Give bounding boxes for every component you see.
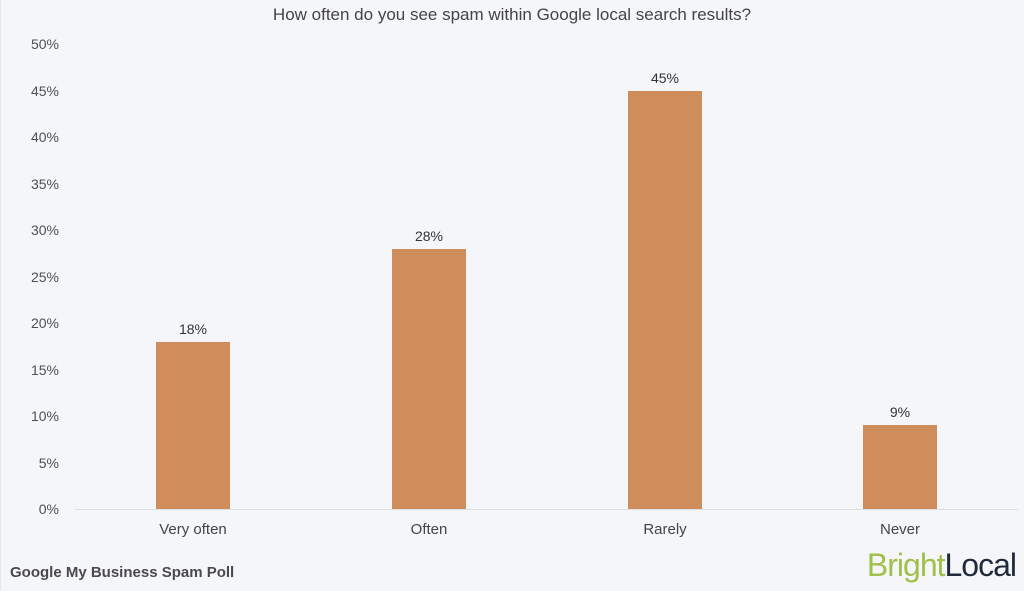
y-tick-label: 10% [30,408,59,424]
y-tick-label: 15% [30,361,59,378]
logo-bright: Bright [866,547,946,583]
y-tick-label: 20% [30,315,59,331]
y-tick-label: 40% [30,129,59,145]
x-tick-label: Never [879,521,920,538]
y-tick-label: 5% [38,454,59,471]
y-tick-label: 25% [30,268,59,285]
y-tick-label: 45% [30,82,59,99]
footer-caption: Google My Business Spam Poll [10,564,235,581]
bar-rarely [628,90,702,509]
x-tick-label: Often [410,521,448,538]
x-tick-label: Rarely [643,521,687,538]
y-tick-label: 35% [30,175,59,192]
bar-value-label: 45% [650,69,680,86]
bar-value-label: 9% [889,404,911,421]
x-tick-label: Very often [159,521,227,538]
logo-local: Local [944,547,1017,583]
bar-often [392,248,466,509]
y-tick-label: 30% [30,222,59,238]
chart-title: How often do you see spam within Google … [272,5,752,24]
bar-value-label: 28% [414,227,444,244]
brightlocal-logo: BrightLocal [866,547,1017,584]
bar-very-often [156,341,230,509]
y-tick-label: 0% [38,501,59,517]
x-axis-baseline [75,509,1018,510]
bar-never [863,425,937,509]
y-tick-label: 50% [30,36,59,52]
bar-value-label: 18% [178,320,208,337]
